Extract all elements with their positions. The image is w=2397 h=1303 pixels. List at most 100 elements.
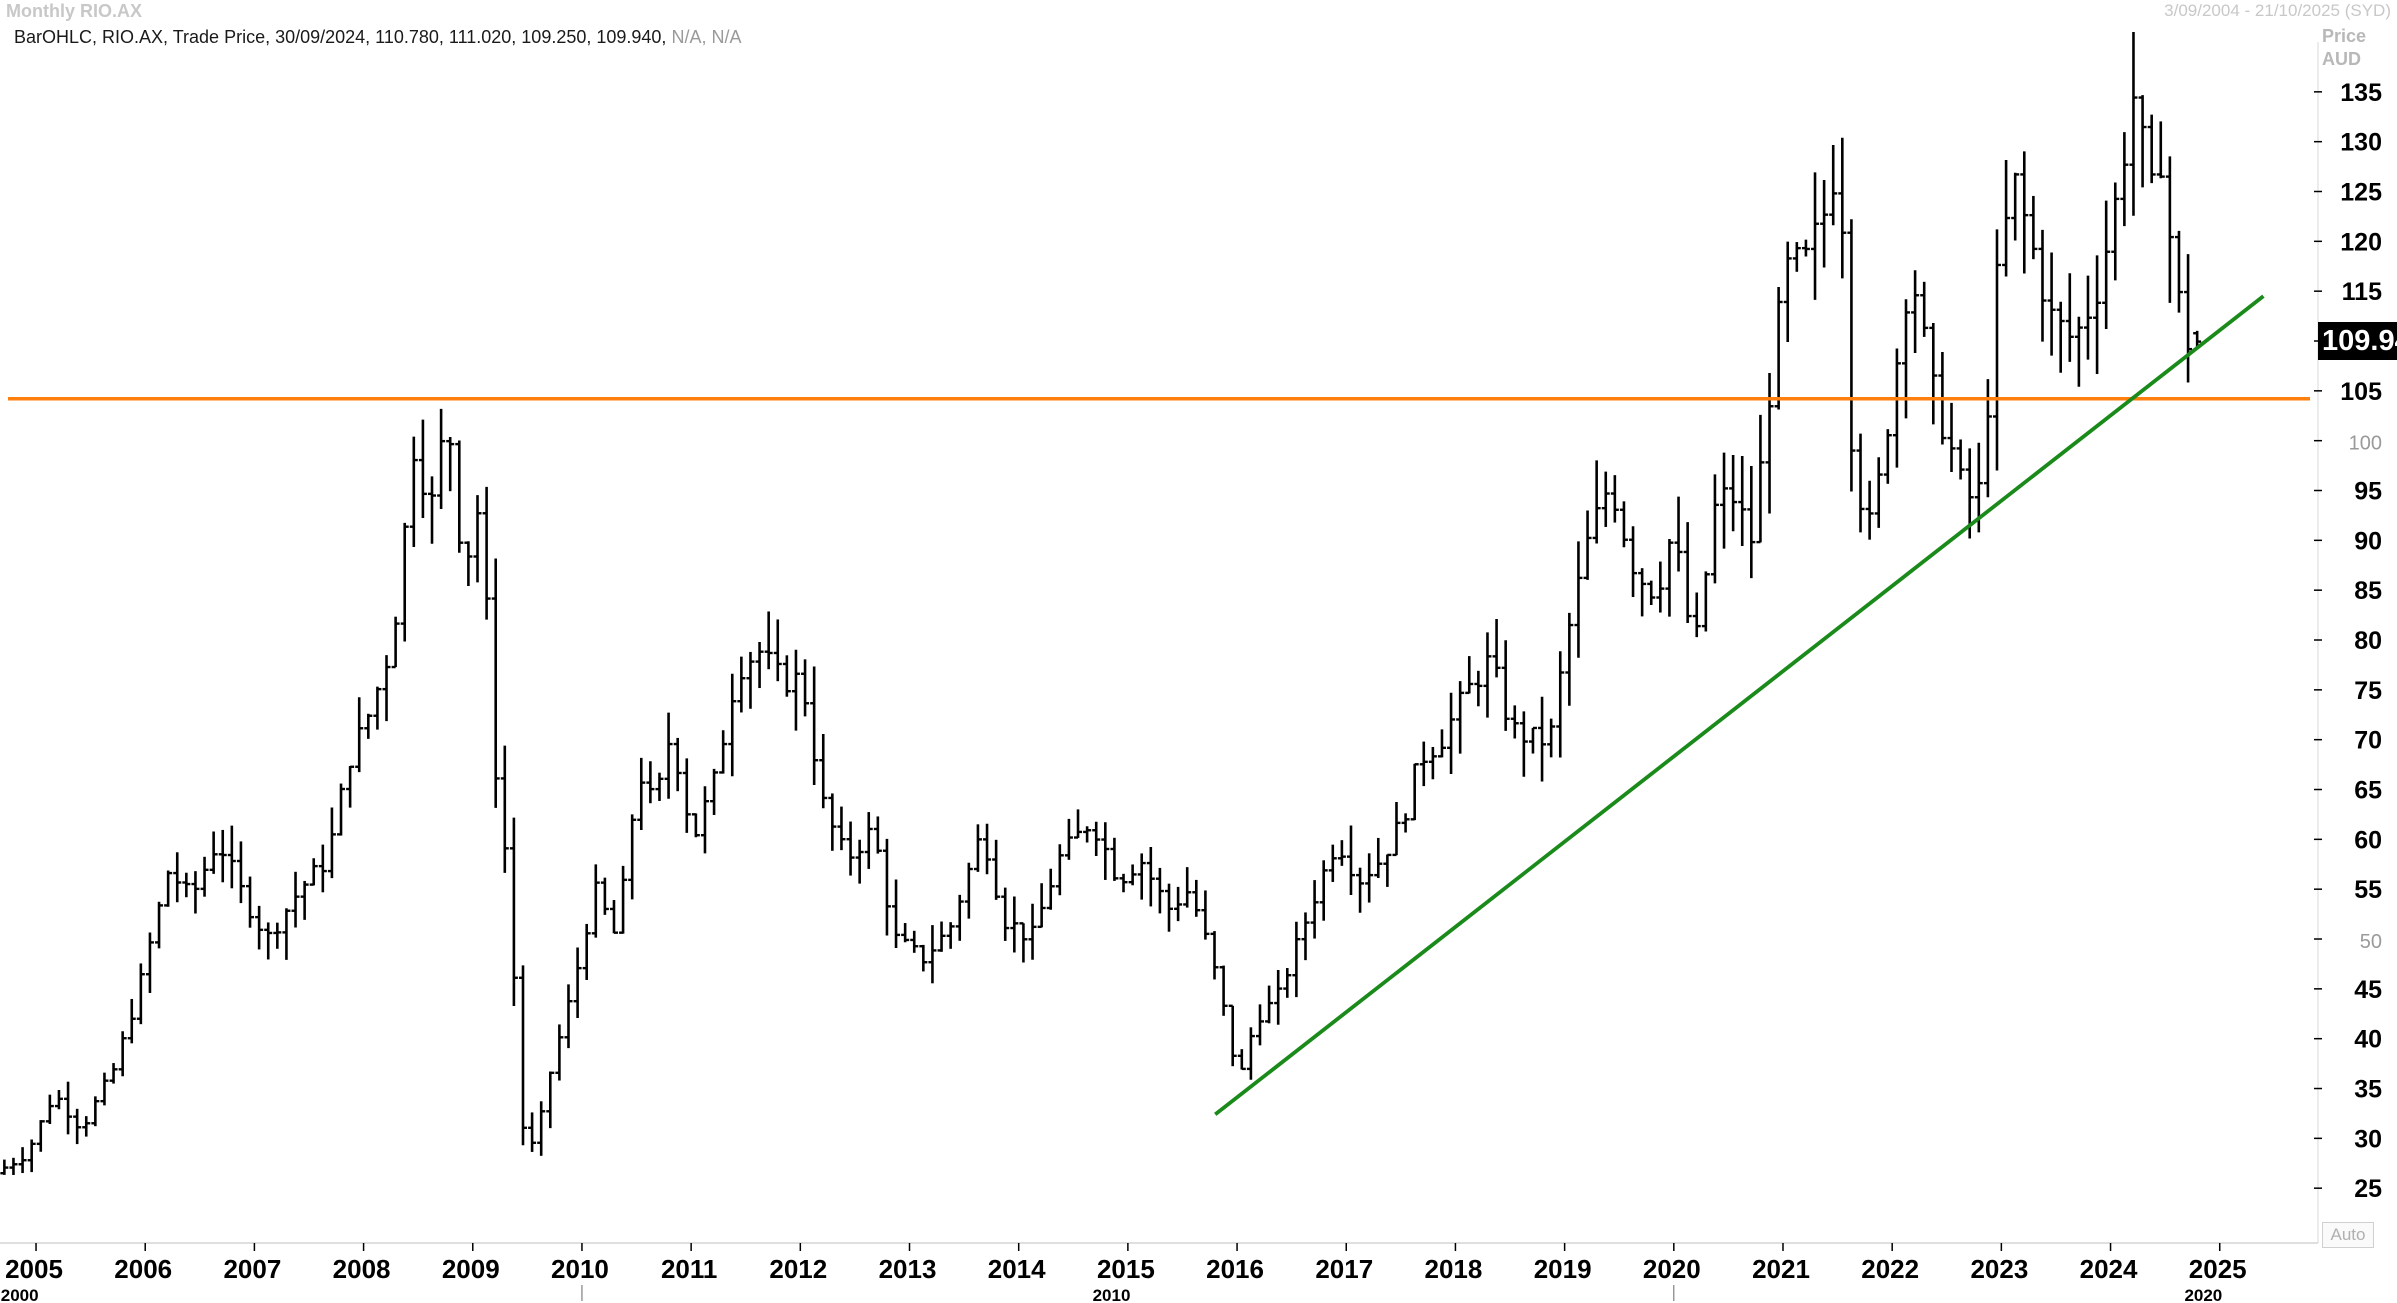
ohlc-bar xyxy=(1747,465,1756,579)
ohlc-bar xyxy=(1428,746,1437,780)
ohlc-bar xyxy=(2065,273,2074,362)
ohlc-bar xyxy=(1146,846,1155,907)
ohlc-bar xyxy=(1820,179,1829,268)
ohlc-bar xyxy=(500,745,509,873)
ohlc-bar xyxy=(218,829,227,883)
ohlc-bar xyxy=(1556,651,1565,758)
ohlc-bar xyxy=(700,786,709,854)
ohlc-bar xyxy=(1847,219,1856,492)
ohlc-bar xyxy=(1101,822,1110,880)
ohlc-bar xyxy=(518,965,527,1146)
ohlc-bar xyxy=(1647,580,1656,605)
ohlc-bar xyxy=(1729,455,1738,532)
ohlc-bar xyxy=(1128,864,1137,886)
ohlc-bar xyxy=(2011,172,2020,241)
decade-label: 2020 xyxy=(2184,1286,2222,1303)
price-tick-label: 130 xyxy=(2340,129,2382,157)
ohlc-bar xyxy=(1447,692,1456,775)
ohlc-bar xyxy=(1856,433,1865,533)
ohlc-bar xyxy=(1346,825,1355,895)
ohlc-bar xyxy=(1538,696,1547,782)
chart-header: Monthly RIO.AX 3/09/2004 - 21/10/2025 (S… xyxy=(0,0,2397,22)
time-axis[interactable]: 2005 2006 2007 2008 2009 2010 2011 2012 2013 2014… xyxy=(0,1242,2318,1303)
ohlc-bar xyxy=(473,495,482,583)
ohlc-bar xyxy=(255,905,264,950)
ohlc-bar xyxy=(1956,439,1965,480)
ohlc-bar xyxy=(1601,471,1610,527)
ohlc-bar xyxy=(1328,844,1337,882)
ohlc-bar xyxy=(1610,475,1619,523)
ohlc-bar xyxy=(791,649,800,731)
ohlc-bar xyxy=(100,1072,109,1106)
year-tick-label: 2012 xyxy=(769,1254,827,1284)
ohlc-bar xyxy=(1565,612,1574,706)
price-axis[interactable]: 2530354045505560657075808590951001051101… xyxy=(2314,42,2382,1243)
ohlc-bar xyxy=(937,921,946,952)
ohlc-bar xyxy=(1619,501,1628,548)
year-tick-label: 2011 xyxy=(661,1254,717,1284)
ohlc-bar xyxy=(182,872,191,898)
ohlc-bar xyxy=(655,772,664,801)
ohlc-bar xyxy=(573,947,582,1019)
price-tick-label: 60 xyxy=(2354,826,2382,854)
ohlc-bar xyxy=(2184,254,2193,383)
ohlc-bar xyxy=(2002,159,2011,277)
ohlc-bar xyxy=(1283,968,1292,998)
ohlc-bar xyxy=(1829,144,1838,226)
ohlc-bar xyxy=(118,1031,127,1077)
ohlc-bar xyxy=(764,611,773,670)
ohlc-bar xyxy=(1656,561,1665,613)
ohlc-bar xyxy=(264,922,273,960)
ohlc-bar xyxy=(54,1090,63,1110)
year-tick-label: 2019 xyxy=(1534,1254,1592,1284)
ohlc-bar xyxy=(1920,281,1929,337)
ohlc-bar xyxy=(892,879,901,948)
ohlc-bar xyxy=(1983,379,1992,498)
year-tick-label: 2009 xyxy=(442,1254,500,1284)
price-tick-label: 90 xyxy=(2354,527,2382,555)
ohlc-bar xyxy=(1437,729,1446,758)
ohlc-bar xyxy=(1629,526,1638,598)
ohlc-bar xyxy=(1528,726,1537,754)
year-tick-label: 2021 xyxy=(1752,1254,1810,1284)
ohlc-bar xyxy=(864,812,873,869)
ohlc-bar xyxy=(164,870,173,907)
price-tick-label: 125 xyxy=(2340,179,2382,207)
ohlc-bar xyxy=(91,1096,100,1127)
price-tick-label: 80 xyxy=(2354,627,2382,655)
chart-title: Monthly RIO.AX xyxy=(6,1,142,21)
ohlc-bar xyxy=(282,908,291,960)
ohlc-bar xyxy=(2111,182,2120,281)
ohlc-bar xyxy=(1274,969,1283,1025)
ohlc-bar xyxy=(64,1081,73,1135)
date-range: 3/09/2004 - 21/10/2025 (SYD) xyxy=(2164,1,2391,20)
ohlc-bar xyxy=(555,1024,564,1081)
ohlc-bar xyxy=(0,1159,9,1175)
auto-scale-button[interactable]: Auto xyxy=(2322,1222,2374,1248)
ohlc-bar xyxy=(291,871,300,928)
price-tick-label: 120 xyxy=(2340,228,2382,256)
price-tick-label: 75 xyxy=(2354,677,2382,705)
price-tick-label: 50 xyxy=(2360,931,2382,953)
ohlc-bar xyxy=(1174,886,1183,922)
ohlc-bar xyxy=(27,1139,36,1173)
ohlc-bar xyxy=(664,712,673,799)
ohlc-bar xyxy=(528,1112,537,1152)
ohlc-bar xyxy=(409,436,418,548)
ohlc-bar xyxy=(1738,456,1747,546)
price-tick-label: 105 xyxy=(2340,378,2382,406)
ohlc-bar xyxy=(191,871,200,914)
ohlc-bar xyxy=(327,807,336,879)
ohlc-bar xyxy=(2056,301,2065,373)
ohlc-bar xyxy=(819,733,828,809)
ohlc-bar xyxy=(136,963,145,1025)
legend-values: BarOHLC, RIO.AX, Trade Price, 30/09/2024… xyxy=(14,27,667,47)
ohlc-bar xyxy=(855,839,864,884)
ohlc-bar xyxy=(309,858,318,886)
ohlc-bar xyxy=(710,768,719,815)
ohlc-bar xyxy=(1237,1049,1246,1071)
ohlc-bar xyxy=(619,865,628,934)
ohlc-bar xyxy=(300,880,309,920)
year-tick-label: 2008 xyxy=(333,1254,391,1284)
